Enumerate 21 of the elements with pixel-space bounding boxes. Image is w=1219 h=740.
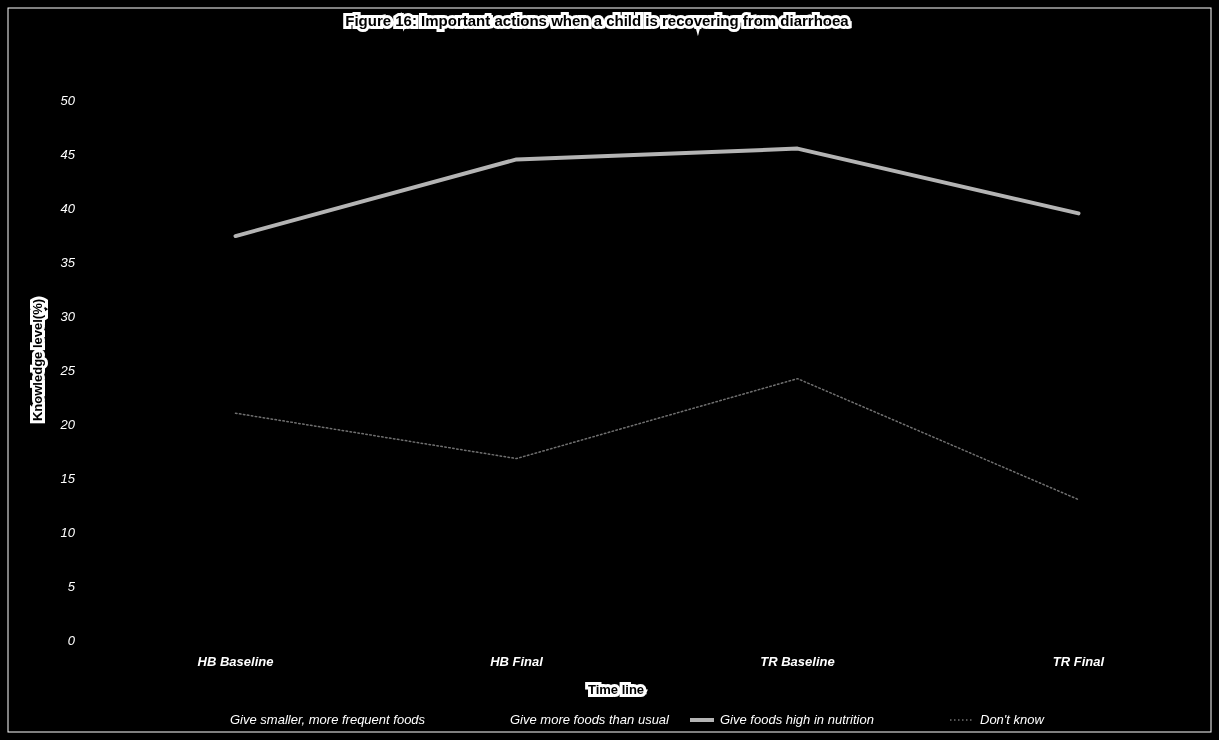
y-tick-label: 15 [60, 471, 76, 486]
text: Give smaller, more frequent foods [230, 712, 426, 727]
x-tick-label: TR Final [1052, 654, 1105, 669]
line-series [233, 146, 1081, 239]
line-series [234, 377, 1080, 501]
x-tick-label: TR Baseline [760, 654, 835, 669]
y-tick-label: 20 [59, 417, 76, 432]
y-tick-label: 30 [60, 309, 76, 324]
y-tick-label: 40 [60, 201, 76, 216]
y-tick-label: 5 [67, 579, 76, 594]
x-tick-label: HB Final [490, 654, 544, 669]
y-tick-label: 45 [60, 147, 76, 162]
y-tick-label: 0 [67, 633, 76, 648]
x-tick-label: HB Baseline [197, 654, 274, 669]
y-tick-label: 25 [59, 363, 76, 378]
y-tick-label: 50 [60, 93, 76, 108]
legend-label: Give foods high in nutrition [720, 712, 874, 727]
legend-label: Don't know [980, 712, 1046, 727]
y-tick-label: 35 [60, 255, 76, 270]
y-tick-label: 10 [60, 525, 76, 540]
text: Give more foods than usual [510, 712, 671, 727]
